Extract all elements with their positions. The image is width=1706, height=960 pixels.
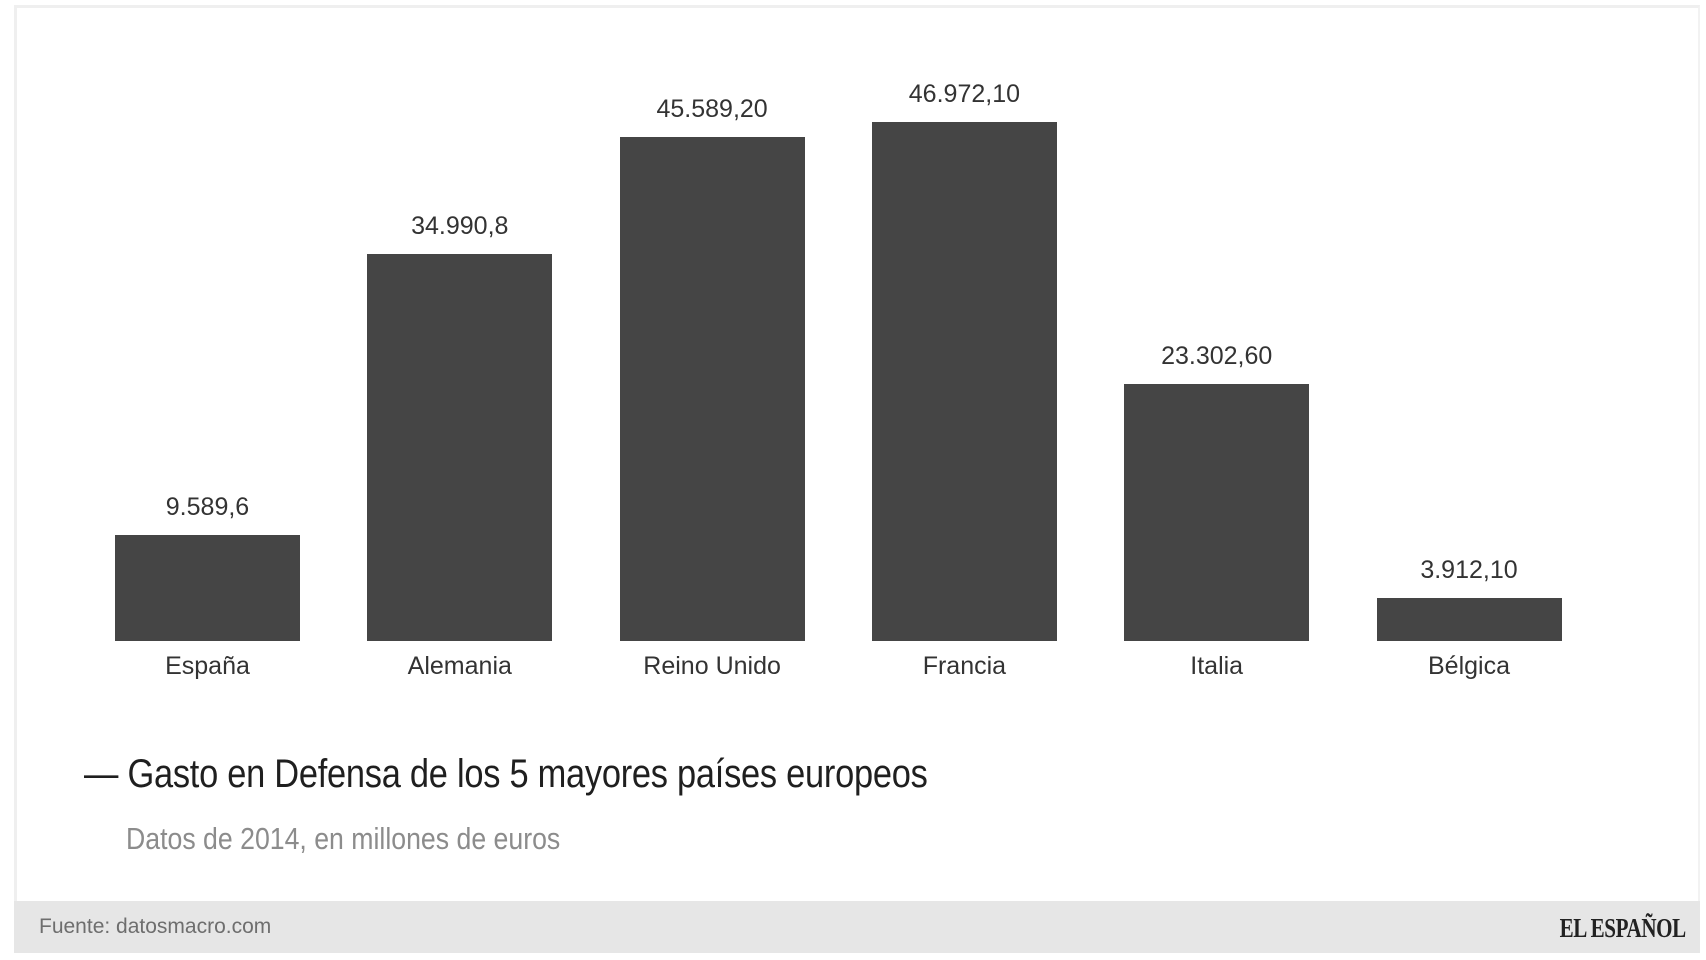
bar-espana: [115, 535, 300, 641]
category-label-italia: Italia: [1190, 652, 1244, 680]
value-label-francia: 46.972,10: [908, 80, 1020, 108]
bar-chart-plot: 9.589,6 34.990,8 45.589,20 46.972,10 23.…: [115, 80, 1562, 680]
bar-francia: [871, 122, 1057, 641]
bar-belgica: [1376, 598, 1562, 641]
category-label-espana: España: [165, 652, 250, 680]
chart-title: — Gasto en Defensa de los 5 mayores país…: [84, 752, 928, 797]
title-dash: —: [84, 752, 119, 796]
bar-alemania: [367, 254, 553, 641]
value-label-alemania: 34.990,8: [411, 212, 509, 240]
category-label-alemania: Alemania: [407, 652, 512, 680]
value-label-reino-unido: 45.589,20: [656, 95, 768, 123]
category-label-belgica: Bélgica: [1428, 652, 1510, 680]
title-text: Gasto en Defensa de los 5 mayores países…: [127, 752, 928, 796]
chart-subtitle: Datos de 2014, en millones de euros: [126, 821, 561, 856]
value-label-belgica: 3.912,10: [1420, 556, 1518, 584]
bar-italia: [1124, 384, 1310, 641]
category-label-reino-unido: Reino Unido: [643, 652, 781, 680]
el-espanol-logo: EL ESPAÑOL: [1559, 913, 1687, 943]
footer-bar: Fuente: datosmacro.com EL ESPAÑOL: [14, 901, 1700, 953]
value-label-italia: 23.302,60: [1161, 342, 1273, 370]
value-label-espana: 9.589,6: [165, 493, 250, 521]
bar-reino-unido: [619, 137, 805, 641]
source-text: Fuente: datosmacro.com: [39, 915, 272, 938]
chart-card: [14, 5, 1700, 953]
category-label-francia: Francia: [922, 652, 1007, 680]
